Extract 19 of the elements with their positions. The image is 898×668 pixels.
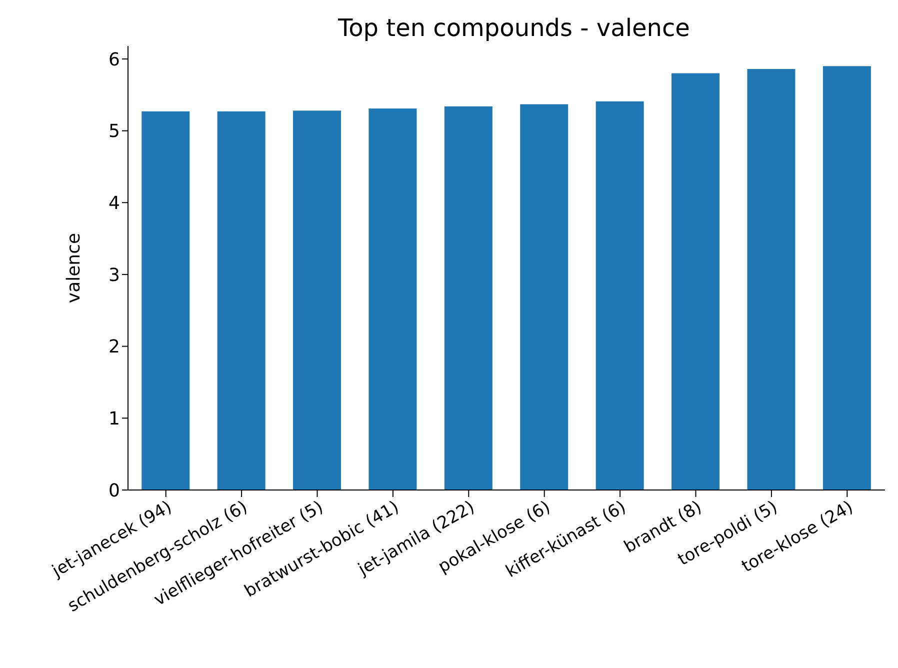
bar bbox=[444, 106, 492, 490]
y-tick-label: 1 bbox=[108, 408, 120, 430]
bar bbox=[293, 110, 342, 490]
bar bbox=[142, 111, 190, 490]
y-tick-label: 3 bbox=[108, 264, 120, 286]
y-tick-label: 4 bbox=[108, 193, 120, 214]
y-tick-label: 2 bbox=[108, 336, 120, 358]
bar bbox=[672, 73, 720, 490]
bar bbox=[520, 104, 568, 490]
bar bbox=[747, 68, 796, 490]
bar bbox=[217, 111, 266, 490]
bar bbox=[368, 108, 417, 490]
y-tick-label: 0 bbox=[108, 480, 120, 502]
y-tick-label: 6 bbox=[108, 49, 120, 70]
bar bbox=[596, 101, 644, 490]
chart-title: Top ten compounds - valence bbox=[337, 14, 691, 42]
y-tick-label: 5 bbox=[108, 121, 120, 142]
bar bbox=[822, 66, 871, 490]
y-axis-title: valence bbox=[63, 232, 84, 304]
